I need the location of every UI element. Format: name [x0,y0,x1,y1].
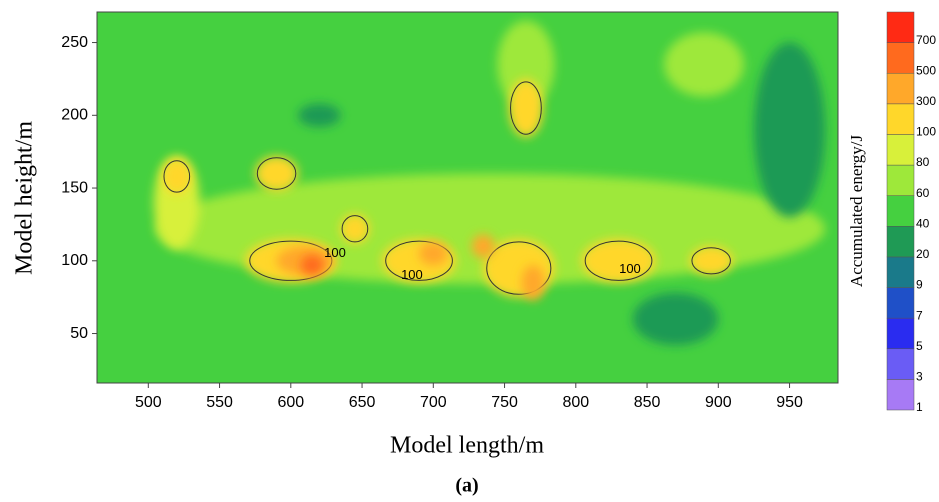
contour-line [510,81,542,135]
colorbar-swatch [886,72,915,105]
colorbar-tick-label: 7 [916,308,923,322]
y-tick-label: 100 [61,252,88,269]
energy-hotspot [300,254,324,276]
colorbar-swatch [886,287,915,319]
colorbar-swatch [886,195,915,227]
x-tick-label: 700 [420,394,447,411]
colorbar-tick-label: 60 [916,186,930,200]
colorbar-swatch [886,226,915,258]
x-tick-label: 650 [349,394,376,411]
colorbar-tick-label: 3 [916,370,923,384]
colorbar-tick-label: 5 [916,339,923,353]
energy-hotspot [162,158,192,194]
contour-label: 100 [619,261,641,276]
x-tick-label: 750 [491,394,518,411]
x-tick-label: 950 [776,394,803,411]
contour-line [584,240,653,281]
colorbar-swatch [886,164,915,196]
energy-hotspot [297,103,341,127]
energy-hotspot [508,78,544,138]
energy-hotspot [664,32,744,97]
x-tick-label: 850 [634,394,661,411]
colorbar-tick-label: 9 [916,278,923,292]
colorbar-swatch [886,134,915,166]
energy-hotspot [632,292,719,346]
colorbar-label: Accumulated energy/J [847,135,866,288]
x-tick-label: 600 [277,394,304,411]
energy-hotspot [340,214,370,244]
x-axis-label: Model length/m [390,433,544,459]
x-tick-label: 800 [562,394,589,411]
x-tick-label: 900 [705,394,732,411]
colorbar-swatch [886,103,915,135]
contour-label: 100 [401,267,423,282]
energy-hotspot [689,246,733,276]
colorbar-tick-label: 300 [916,94,936,108]
contour-label: 100 [324,245,346,260]
energy-hotspot [471,234,495,258]
y-tick-label: 150 [61,179,88,196]
y-tick-label: 50 [70,325,88,342]
colorbar-tick-label: 20 [916,247,930,261]
y-axis-label: Model height/m [12,121,38,275]
colorbar-tick-label: 700 [916,33,936,47]
energy-hotspot [521,265,545,301]
colorbar-swatch [886,256,915,288]
contour-line [256,157,297,190]
colorbar-tick-label: 100 [916,125,936,139]
colorbar-tick-label: 500 [916,63,936,77]
x-tick-label: 550 [206,394,233,411]
contour-line [486,241,552,295]
contour-line [385,240,453,281]
y-tick-label: 250 [61,34,88,51]
contour-line [341,215,369,243]
colorbar-swatch [886,379,915,411]
energy-hotspot [255,156,298,191]
colorbar-tick-label: 40 [916,216,930,230]
colorbar-swatch [886,348,915,380]
caption: (a) [455,475,478,497]
y-tick-label: 200 [61,107,88,124]
energy-hotspot [753,42,826,218]
plot-frame [96,11,839,384]
colorbar-tick-label: 80 [916,155,930,169]
colorbar-swatch [886,11,915,43]
contour-line [163,160,191,193]
energy-hotspot [581,238,656,283]
contour-line [691,247,731,275]
x-tick-label: 500 [135,394,162,411]
energy-hotspot [497,20,555,109]
colorbar-swatch [886,42,915,74]
energy-hotspot [419,241,448,266]
colorbar-tick-label: 1 [916,400,923,414]
colorbar-swatch [886,317,915,350]
contour-field: 100 100 100 [97,12,838,383]
